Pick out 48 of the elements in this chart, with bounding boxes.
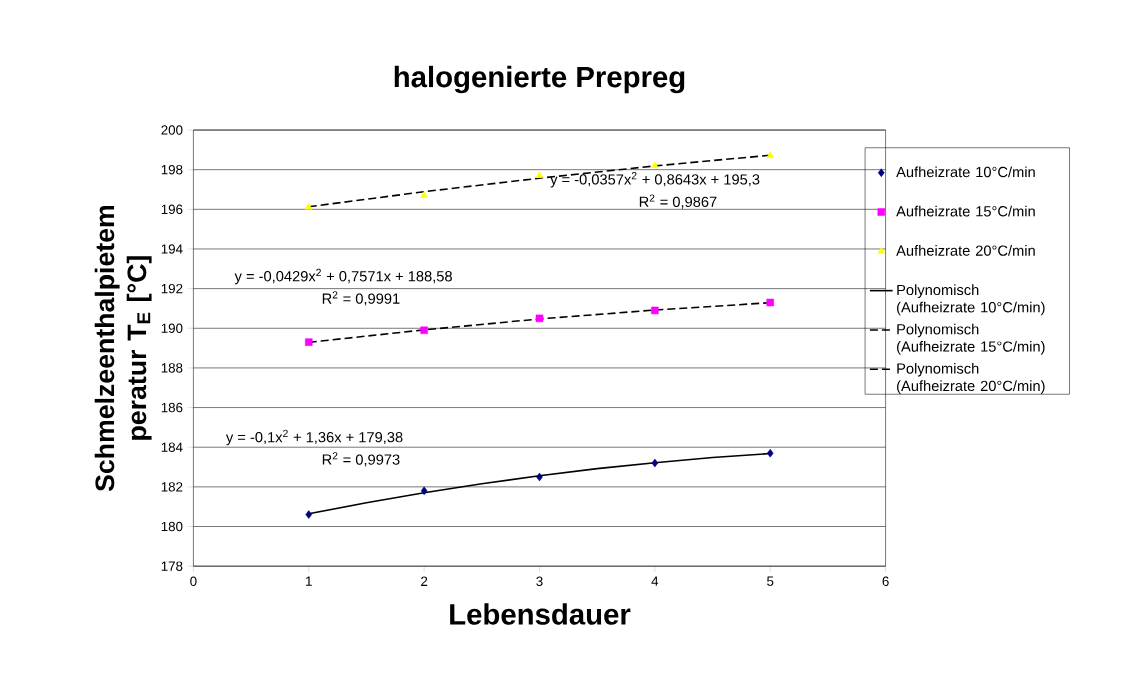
y-tick-label: 200: [161, 125, 183, 135]
annotation: R$^{2}$ = 0,9991: [322, 291, 400, 306]
x-tick-label: 4: [651, 576, 659, 586]
point: [536, 472, 543, 482]
x-tick-label: 3: [536, 576, 543, 587]
legend-label: Aufheizrate 10°C/min: [896, 166, 1035, 178]
y-tick-label: 188: [161, 363, 183, 373]
point: [305, 338, 313, 347]
annotation: y = -0,1x$^{2}$ + 1,36x + 179,38: [225, 429, 403, 446]
legend-label: Aufheizrate 20°C/min: [896, 245, 1035, 257]
y-tick-label: 196: [161, 204, 183, 215]
chart-title: halogenierte Prepreg: [394, 66, 685, 94]
y-tick-label: 184: [161, 442, 183, 453]
y-tick-label: 186: [161, 403, 183, 413]
y-tick-label: 182: [161, 482, 183, 492]
legend-label: Polynomisch (Aufheizrate 15°C/min): [897, 323, 1045, 355]
legend-label: Polynomisch (Aufheizrate 10°C/min): [897, 284, 1045, 316]
y-tick-label: 180: [161, 522, 183, 532]
legend-label: Polynomisch (Aufheizrate 20°C/min): [897, 363, 1045, 395]
x-tick-label: 0: [190, 576, 197, 587]
point: [305, 203, 313, 210]
x-axis-title: Lebensdauer: [450, 603, 631, 625]
x-tick-label: 1: [306, 576, 312, 586]
y-tick-label: 194: [161, 244, 183, 254]
point: [766, 299, 774, 307]
annotation: R$^{2}$ = 0,9867: [639, 194, 717, 209]
annotation: y = -0,0357x$^{2}$ + 0,8643x + 195,3: [550, 172, 760, 188]
y-tick-label: 178: [161, 561, 183, 572]
point: [420, 326, 428, 335]
x-tick-label: 6: [882, 576, 889, 587]
point: [420, 486, 428, 496]
legend-label: Aufheizrate 15°C/min: [896, 205, 1035, 217]
x-tick-label: 2: [421, 576, 428, 587]
point: [766, 151, 774, 159]
x-tick-label: 5: [767, 576, 774, 587]
point: [651, 161, 659, 169]
y-tick-label: 198: [161, 165, 183, 175]
y-tick-label: 192: [161, 284, 183, 294]
point: [305, 510, 313, 520]
point: [420, 191, 428, 198]
annotation: y = -0,0429x$^{2}$ + 0,7571x + 188,58: [234, 269, 452, 285]
annotation: R$^{2}$ = 0,9973: [322, 452, 400, 467]
point: [535, 314, 544, 323]
y-tick-label: 190: [161, 323, 183, 334]
point: [651, 459, 659, 468]
point: [766, 449, 774, 458]
point: [535, 171, 544, 179]
point: [651, 306, 659, 315]
